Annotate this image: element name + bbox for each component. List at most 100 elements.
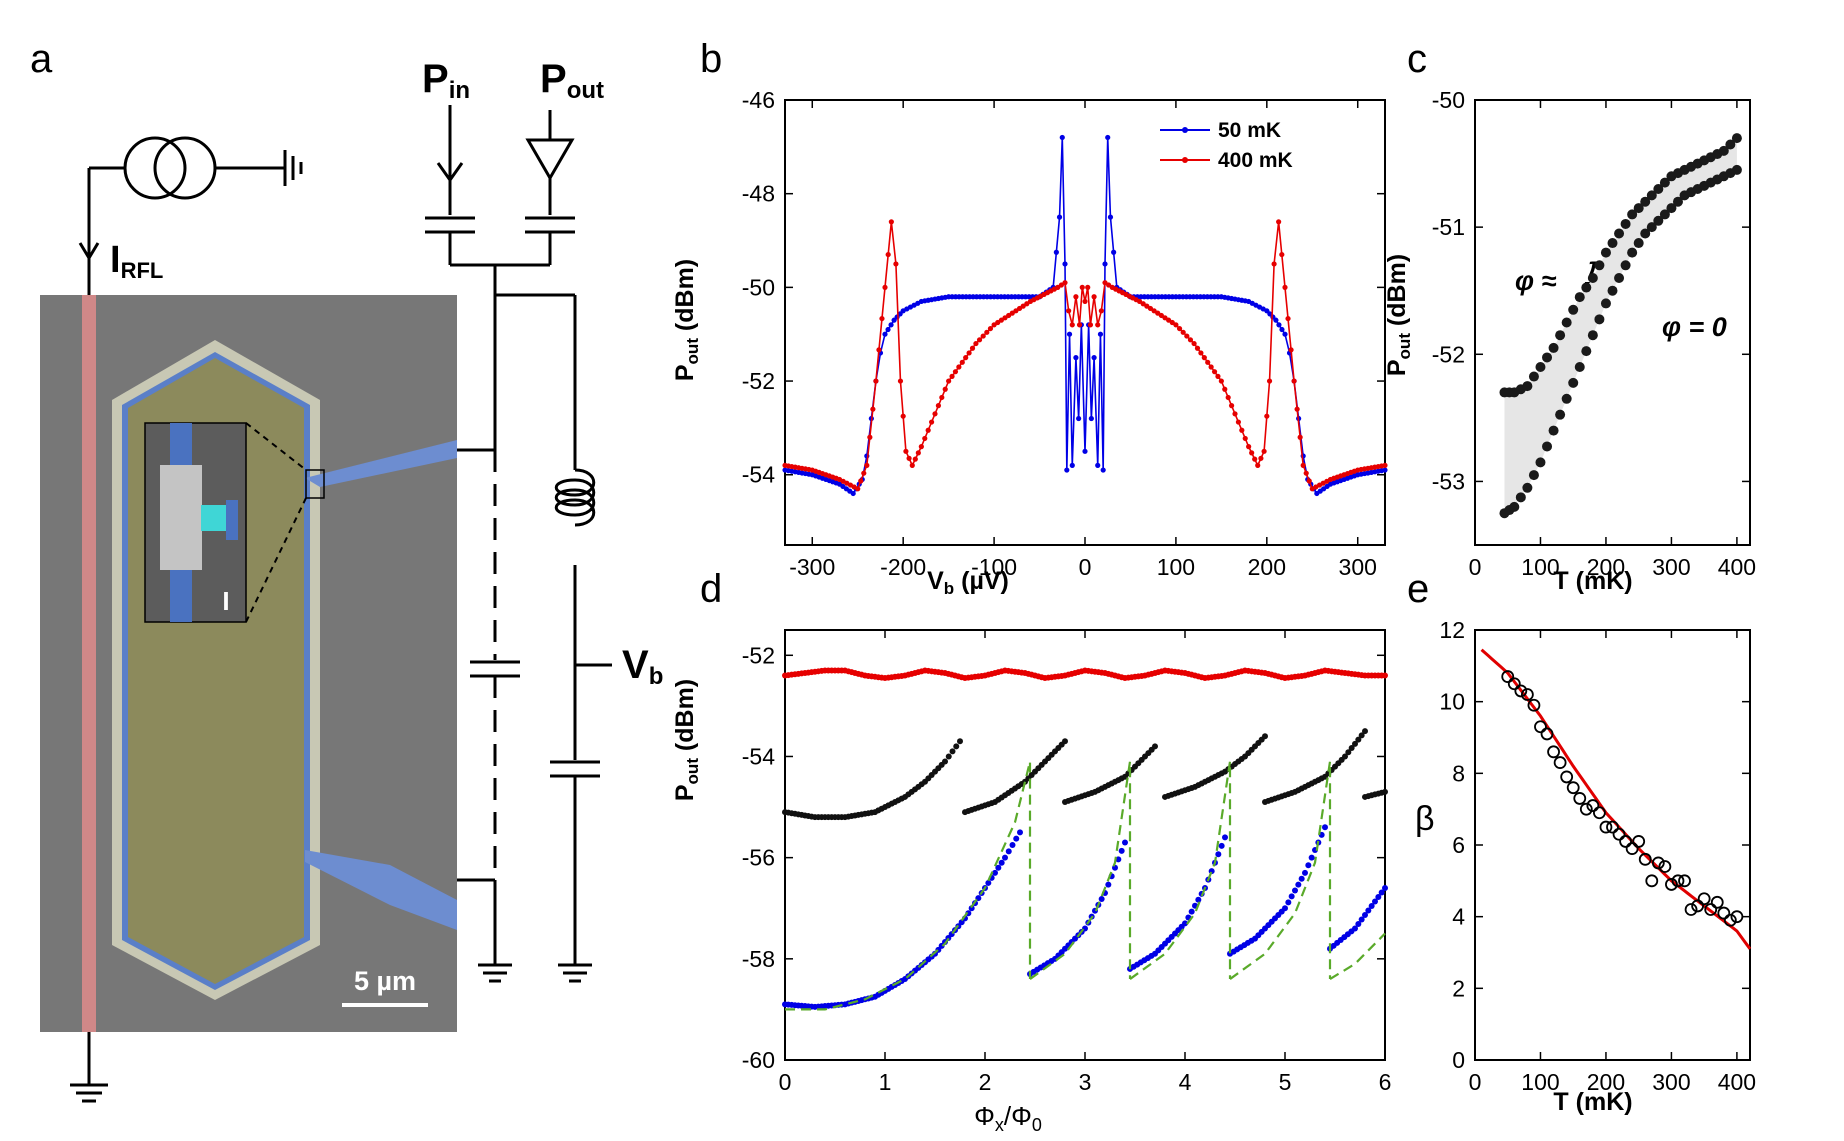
- b-point-1: [906, 455, 912, 461]
- b-point-1: [980, 333, 986, 339]
- b-point-0: [850, 490, 856, 497]
- d-xtick-label: 2: [979, 1069, 992, 1095]
- d-ytick-label: -58: [742, 946, 775, 972]
- e-data-point: [1560, 770, 1574, 784]
- e-data-point: [1625, 842, 1639, 855]
- b-point-1: [858, 478, 864, 484]
- b-point-1: [935, 403, 942, 409]
- inset-label: I: [222, 586, 229, 616]
- c-point-1: [1535, 457, 1546, 468]
- e-data-point: [1638, 852, 1652, 866]
- d-blue-point: [1105, 881, 1112, 888]
- d-green-fit-3: [1229, 761, 1332, 980]
- b-point-1: [1187, 337, 1194, 343]
- c-point-0: [1607, 238, 1618, 249]
- junction-box: [305, 469, 325, 499]
- c-point-1: [1522, 482, 1533, 493]
- b-point-1: [861, 470, 867, 476]
- pout-label: Pout: [540, 57, 604, 104]
- e-data-point: [1710, 895, 1724, 909]
- b-xtick-label: 0: [1079, 554, 1092, 580]
- panel-c: c Pout (dBm) T (mK) φ ≈ π 2 φ = 0 010020…: [1383, 37, 1756, 595]
- b-point-0: [1107, 214, 1114, 220]
- b-point-1: [1239, 427, 1245, 433]
- e-data-point: [1651, 856, 1665, 870]
- b-point-0: [1064, 467, 1070, 473]
- panel-label-c: c: [1407, 37, 1427, 81]
- d-blue-point: [1305, 862, 1312, 869]
- e-data-point: [1723, 913, 1737, 927]
- c-point-1: [1640, 228, 1651, 239]
- b-legend-label-0: 50 mK: [1218, 119, 1281, 142]
- b-point-1: [1282, 284, 1288, 290]
- d-blue-point: [1295, 881, 1302, 888]
- e-data-point: [1671, 874, 1685, 888]
- e-ytick-label: 10: [1439, 689, 1465, 715]
- d-blue-point: [1282, 905, 1288, 912]
- d-blue-point: [1322, 824, 1328, 831]
- e-data-point: [1684, 903, 1698, 916]
- d-xtick-label: 4: [1179, 1069, 1192, 1095]
- e-data-point: [1593, 806, 1606, 820]
- b-point-0: [1273, 317, 1279, 323]
- scale-bar-label: 5 µm: [354, 966, 416, 996]
- c-ytick-label: -51: [1432, 214, 1465, 240]
- e-data-point: [1704, 903, 1718, 916]
- d-blue-point: [1352, 925, 1358, 932]
- e-data-point: [1632, 835, 1646, 848]
- b-point-1: [987, 325, 994, 332]
- b-point-1: [1079, 284, 1085, 290]
- d-blue-point: [1292, 887, 1298, 894]
- b-xtick-label: 100: [1157, 554, 1195, 580]
- e-data-point: [1507, 677, 1521, 691]
- b-series-line-0: [784, 137, 1386, 495]
- e-data-point: [1586, 799, 1600, 812]
- b-point-1: [897, 378, 904, 384]
- b-point-1: [1255, 462, 1261, 468]
- b-xtick-label: -300: [789, 554, 835, 580]
- c-point-1: [1627, 247, 1638, 258]
- b-point-1: [1246, 444, 1252, 450]
- d-blue-point: [1122, 839, 1128, 846]
- b-point-1: [1066, 308, 1072, 314]
- c-point-0: [1653, 184, 1664, 194]
- b-point-1: [882, 284, 888, 290]
- e-data-point: [1553, 756, 1567, 769]
- b-xtick-label: -100: [971, 554, 1017, 580]
- b-point-1: [966, 350, 972, 356]
- c-point-1: [1672, 196, 1683, 207]
- b-point-1: [888, 219, 894, 225]
- b-point-1: [915, 450, 921, 456]
- b-point-1: [870, 406, 876, 412]
- d-blue-point: [998, 859, 1005, 866]
- e-data-point: [1645, 874, 1659, 888]
- b-point-0: [1088, 415, 1094, 422]
- c-shaded-region: [1504, 138, 1737, 514]
- d-black-point: [945, 753, 952, 760]
- b-point-0: [1095, 462, 1101, 468]
- b-point-1: [873, 378, 879, 384]
- e-data-point: [1534, 720, 1547, 734]
- c-point-1: [1731, 164, 1742, 175]
- e-ylabel: β: [1415, 800, 1435, 838]
- b-point-1: [1252, 456, 1258, 462]
- b-legend-marker-1: [1182, 157, 1188, 163]
- e-xtick-label: 300: [1652, 1069, 1690, 1095]
- d-blue-point: [1215, 851, 1222, 858]
- upper-electrode: [305, 440, 457, 487]
- c-point-1: [1561, 393, 1572, 404]
- b-ylabel: Pout (dBm): [671, 259, 702, 381]
- circuit-lines: [425, 105, 612, 983]
- b-point-1: [1303, 470, 1309, 476]
- d-black-point: [953, 743, 960, 750]
- d-black-point: [1362, 728, 1368, 735]
- b-point-1: [963, 355, 969, 361]
- e-data-point: [1619, 835, 1632, 848]
- b-point-1: [1082, 298, 1088, 305]
- c-point-1: [1587, 330, 1598, 341]
- b-point-0: [1105, 134, 1111, 141]
- b-point-0: [1276, 322, 1282, 328]
- c-point-0: [1627, 209, 1638, 220]
- b-point-1: [1180, 329, 1186, 335]
